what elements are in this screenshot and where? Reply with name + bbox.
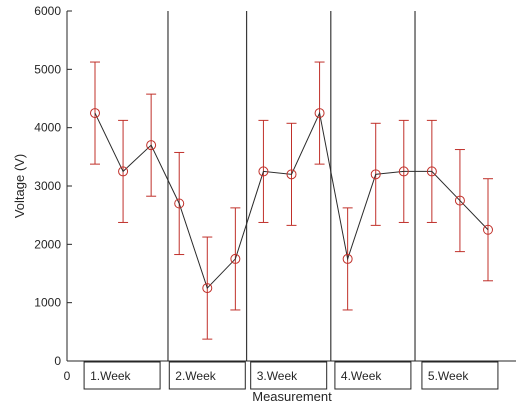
data-point-marker xyxy=(483,224,493,235)
y-tick-label: 5000 xyxy=(34,62,61,76)
data-point-marker xyxy=(146,140,157,151)
y-tick-label: 6000 xyxy=(34,4,61,18)
error-bars xyxy=(90,61,493,340)
y-tick-label: 0 xyxy=(54,354,61,368)
axes xyxy=(66,10,516,362)
week-labels: 1.Week 2.Week 3.Week 4.Week 5.Week xyxy=(83,361,499,390)
data-point-marker xyxy=(230,253,241,264)
data-point-marker xyxy=(370,169,381,180)
data-point-marker xyxy=(90,108,100,119)
series-line-group xyxy=(94,111,489,290)
data-point-marker xyxy=(118,166,129,177)
week-label-box xyxy=(334,361,412,390)
week-dividers xyxy=(167,11,416,361)
data-point-marker xyxy=(174,198,185,209)
week-label: 2.Week xyxy=(175,369,216,383)
data-point-marker xyxy=(314,108,325,119)
week-label: 4.Week xyxy=(341,369,382,383)
x-tick-label: 0 xyxy=(64,369,71,383)
series-line xyxy=(94,111,489,290)
week-label-box xyxy=(168,361,246,390)
data-point-marker xyxy=(426,166,437,177)
y-tick-label: 2000 xyxy=(34,237,61,251)
data-point-marker xyxy=(258,166,269,177)
data-point-marker xyxy=(286,169,297,180)
data-point-marker xyxy=(342,253,353,264)
data-point-marker xyxy=(454,195,465,206)
y-axis-title: Voltage (V) xyxy=(12,154,27,218)
data-point-marker xyxy=(398,166,409,177)
y-tick-label: 3000 xyxy=(34,179,61,193)
data-markers xyxy=(90,108,493,294)
y-tick-labels: 0 1000 2000 3000 4000 5000 6000 xyxy=(34,4,61,368)
y-tick-label: 1000 xyxy=(34,296,61,310)
x-axis-title: Measurement xyxy=(252,389,332,404)
week-label: 5.Week xyxy=(428,369,469,383)
x-tick-labels: 0 xyxy=(64,369,71,383)
week-label-box xyxy=(421,361,499,390)
week-label: 1.Week xyxy=(90,369,131,383)
data-point-marker xyxy=(202,283,213,294)
week-label-box xyxy=(83,361,161,390)
week-label-box xyxy=(250,361,328,390)
y-tick-label: 4000 xyxy=(34,121,61,135)
week-label: 3.Week xyxy=(257,369,298,383)
